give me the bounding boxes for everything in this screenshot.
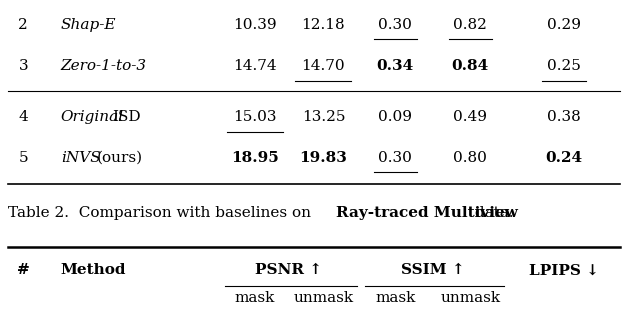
Text: 14.74: 14.74 <box>233 59 276 73</box>
Text: SSIM ↑: SSIM ↑ <box>401 263 465 277</box>
Text: 3: 3 <box>18 59 28 73</box>
Text: 0.30: 0.30 <box>378 151 412 164</box>
Text: Method: Method <box>61 263 126 277</box>
Text: unmask: unmask <box>293 291 354 305</box>
Text: 10.39: 10.39 <box>233 17 276 32</box>
Text: 0.30: 0.30 <box>378 17 412 32</box>
Text: Zero-1-to-3: Zero-1-to-3 <box>61 59 147 73</box>
Text: 13.25: 13.25 <box>301 110 345 124</box>
Text: Original: Original <box>61 110 124 124</box>
Text: 0.82: 0.82 <box>453 17 487 32</box>
Text: 0.49: 0.49 <box>453 110 487 124</box>
Text: Table 2.  Comparison with baselines on: Table 2. Comparison with baselines on <box>8 206 315 220</box>
Text: 0.29: 0.29 <box>547 17 581 32</box>
Text: LPIPS ↓: LPIPS ↓ <box>529 263 599 277</box>
Text: iNVS: iNVS <box>61 151 100 164</box>
Text: 14.70: 14.70 <box>301 59 345 73</box>
Text: 0.34: 0.34 <box>377 59 414 73</box>
Text: 0.25: 0.25 <box>547 59 581 73</box>
Text: mask: mask <box>234 291 275 305</box>
Text: 19.83: 19.83 <box>300 151 347 164</box>
Text: #: # <box>17 263 30 277</box>
Text: Shap-E: Shap-E <box>61 17 116 32</box>
Text: 0.80: 0.80 <box>453 151 487 164</box>
Text: 15.03: 15.03 <box>233 110 276 124</box>
Text: 0.84: 0.84 <box>452 59 489 73</box>
Text: mask: mask <box>375 291 416 305</box>
Text: 0.09: 0.09 <box>378 110 412 124</box>
Text: 0.24: 0.24 <box>546 151 583 164</box>
Text: Ray-traced Multiview: Ray-traced Multiview <box>336 206 517 220</box>
Text: data.: data. <box>470 206 514 220</box>
Text: 5: 5 <box>18 151 28 164</box>
Text: (ours): (ours) <box>97 151 143 164</box>
Text: PSNR ↑: PSNR ↑ <box>256 263 323 277</box>
Text: 12.18: 12.18 <box>301 17 345 32</box>
Text: unmask: unmask <box>440 291 501 305</box>
Text: 4: 4 <box>18 110 28 124</box>
Text: 0.38: 0.38 <box>547 110 581 124</box>
Text: 2: 2 <box>18 17 28 32</box>
Text: ISD: ISD <box>112 110 141 124</box>
Text: 18.95: 18.95 <box>230 151 278 164</box>
